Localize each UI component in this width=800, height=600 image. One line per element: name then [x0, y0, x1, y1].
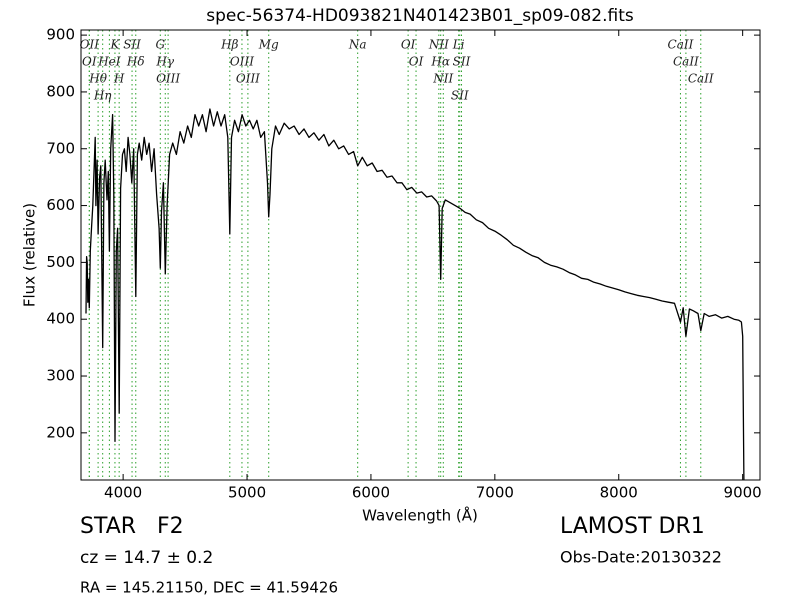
spectral-line-label: H — [113, 72, 125, 86]
spectral-line-label: Hβ — [220, 38, 238, 52]
x-tick-label: 7000 — [476, 484, 514, 502]
x-tick-label: 6000 — [352, 484, 390, 502]
y-tick-label: 300 — [46, 367, 75, 385]
y-tick-label: 500 — [46, 253, 75, 271]
plot-area — [85, 30, 745, 480]
spectral-line-label: CaII — [668, 38, 694, 52]
spectral-line-label: SII — [453, 55, 471, 69]
plot-frame — [80, 29, 761, 481]
spectral-line-label: SII — [123, 38, 141, 52]
x-tick-label: 5000 — [228, 484, 266, 502]
redshift: cz = 14.7 ± 0.2 — [80, 548, 213, 568]
y-tick-label: 200 — [46, 423, 75, 441]
spectral-line-label: OIII — [230, 55, 254, 69]
spectral-line-label: SII — [451, 89, 469, 103]
y-tick-label: 400 — [46, 310, 75, 328]
spectral-line-label: K — [109, 38, 120, 52]
spectral-line-label: Hα — [430, 55, 450, 69]
y-axis-label: Flux (relative) — [21, 203, 39, 307]
coordinates: RA = 145.21150, DEC = 41.59426 — [80, 579, 338, 597]
y-tick-label: 900 — [46, 26, 75, 44]
spectral-line-label: OIII — [156, 72, 180, 86]
spectral-line-label: Hδ — [126, 55, 145, 69]
spectral-line-label: Hθ — [88, 72, 107, 86]
spectral-line-label: NII — [428, 38, 449, 52]
spectral-line-label: CaII — [673, 55, 699, 69]
spectral-line-label: G — [156, 38, 166, 52]
object-class: STAR F2 — [80, 514, 184, 539]
obs-date: Obs-Date:20130322 — [560, 548, 722, 567]
x-tick-label: 9000 — [724, 484, 762, 502]
spectral-line-label: NII — [432, 72, 453, 86]
spectral-line-label: CaII — [688, 72, 714, 86]
spectral-line-label: Mg — [258, 38, 279, 52]
chart-title: spec-56374-HD093821N401423B01_sp09-082.f… — [206, 6, 634, 26]
spectral-line-label: OI — [82, 55, 97, 69]
x-axis-label: Wavelength (Å) — [362, 506, 478, 525]
spectral-line-label: OII — [80, 38, 100, 52]
spectrum-line — [85, 108, 745, 480]
spectral-line-label: Li — [452, 38, 465, 52]
spectral-line-label: Hη — [93, 89, 112, 103]
x-tick-label: 4000 — [104, 484, 142, 502]
spectral-line-label: OI — [409, 55, 424, 69]
survey-name: LAMOST DR1 — [560, 514, 705, 539]
spectral-line-label: OI — [401, 38, 416, 52]
spectral-line-label: HeI — [97, 55, 121, 69]
y-tick-label: 600 — [46, 196, 75, 214]
spectral-line-label: Na — [348, 38, 367, 52]
y-tick-label: 700 — [46, 139, 75, 157]
x-tick-label: 8000 — [600, 484, 638, 502]
spectral-line-label: Hγ — [155, 55, 174, 69]
spectral-line-label: OIII — [236, 72, 260, 86]
y-tick-label: 800 — [46, 82, 75, 100]
